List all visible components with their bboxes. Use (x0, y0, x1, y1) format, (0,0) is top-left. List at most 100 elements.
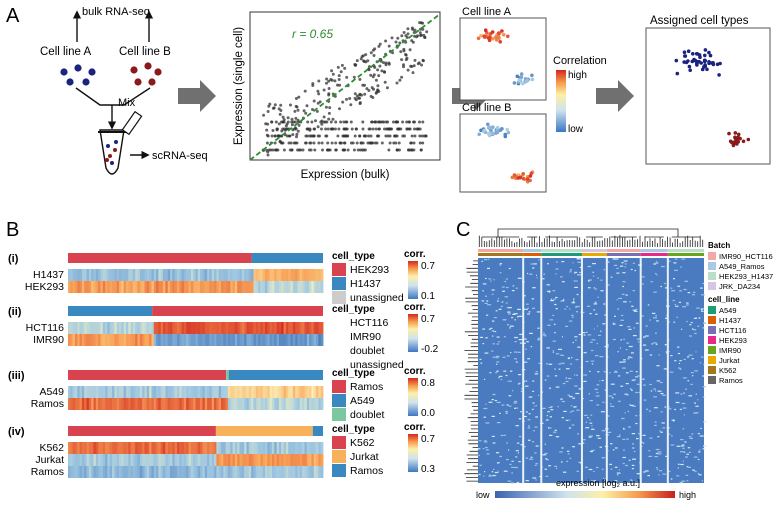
heat-cell (223, 334, 227, 346)
heat-cell (186, 442, 189, 454)
heat-cell (186, 334, 189, 346)
heat-cell (625, 383, 629, 385)
heat-cell (554, 303, 557, 306)
heat-cell (214, 454, 217, 466)
heat-cell (485, 447, 488, 449)
heat-cell (658, 354, 660, 356)
scatter-point (337, 74, 341, 78)
heat-cell (693, 317, 697, 319)
scatter-point (301, 148, 305, 152)
heat-cell (691, 358, 694, 360)
scatter-point (302, 109, 306, 113)
heat-cell (75, 281, 78, 293)
scatter-point (353, 134, 357, 138)
scatter-point (346, 148, 350, 152)
heat-cell (142, 442, 145, 454)
heat-cell (237, 454, 240, 466)
scatter-point (394, 120, 398, 124)
heat-cell (144, 281, 148, 293)
heat-cell (523, 308, 528, 310)
heat-cell (135, 442, 138, 454)
corr-high: high (568, 70, 587, 81)
scatter-point (270, 134, 274, 138)
scatter-point (383, 70, 386, 74)
heat-cell (232, 442, 236, 454)
scatter-point (281, 141, 285, 145)
heat-cell (591, 363, 594, 365)
heat-cell (272, 334, 275, 346)
heat-cell (306, 322, 310, 334)
heat-cell (318, 334, 322, 346)
heat-cell (626, 342, 629, 344)
heat-cell (151, 386, 155, 398)
heat-cell (692, 329, 697, 331)
scatter-point (368, 141, 372, 145)
heat-cell (195, 386, 199, 398)
heat-cell (116, 322, 120, 334)
cell-type-bar (226, 370, 229, 380)
scatter-point (324, 105, 328, 109)
heat-cell (650, 390, 653, 392)
heat-cell (502, 290, 505, 292)
scatter-point (421, 120, 425, 124)
heat-cell (262, 269, 266, 281)
heat-cell (128, 281, 132, 293)
heat-cell (619, 434, 621, 436)
heat-cell (539, 475, 542, 478)
heat-cell (77, 386, 81, 398)
heat-cell (260, 334, 264, 346)
heat-cell (648, 450, 651, 452)
scatter-point (312, 127, 316, 131)
heat-cell (673, 262, 677, 264)
heat-cell (218, 466, 222, 478)
heat-cell (109, 442, 113, 454)
heat-cell (193, 466, 196, 478)
heat-cell (564, 308, 567, 310)
heat-cell (525, 411, 528, 413)
heat-cell (170, 334, 173, 346)
heat-cell (603, 269, 606, 271)
scatter-point (266, 150, 270, 154)
scatter-point (266, 110, 270, 113)
legend-swatch (332, 263, 346, 276)
heat-cell (98, 386, 101, 398)
scatter-point (361, 83, 365, 87)
heat-cell (216, 454, 220, 466)
scatter-point (398, 41, 402, 45)
heat-cell (532, 390, 535, 392)
scatter-point (325, 81, 328, 85)
heat-cell (246, 281, 250, 293)
heat-cell (181, 281, 185, 293)
heat-cell (512, 285, 515, 287)
heat-cell (132, 466, 136, 478)
heat-cell (649, 319, 651, 321)
heat-cell (320, 281, 324, 293)
heat-cell (283, 454, 287, 466)
heat-cell (179, 466, 183, 478)
heat-cell (149, 466, 152, 478)
heat-cell (607, 261, 610, 263)
scatter-point (407, 148, 410, 152)
tsne-point (516, 176, 520, 180)
heat-cell (673, 420, 675, 422)
heat-cell (269, 269, 273, 281)
heat-cell (588, 436, 592, 438)
heat-cell (149, 322, 152, 334)
heat-cell (285, 454, 289, 466)
heat-cell (239, 334, 243, 346)
heat-cell (167, 269, 171, 281)
heat-cell (498, 375, 503, 377)
heat-cell (276, 398, 280, 410)
heat-cell (204, 442, 208, 454)
heat-cell (190, 269, 194, 281)
tsne-point (491, 131, 495, 136)
heat-cell (660, 285, 662, 288)
heat-cell (670, 287, 673, 289)
heat-cell (232, 466, 236, 478)
heat-cell (622, 272, 626, 274)
heat-cell (682, 444, 685, 446)
heat-cell (680, 445, 685, 447)
heat-cell (694, 332, 697, 335)
heat-cell (697, 433, 700, 435)
heat-cell (599, 446, 602, 448)
